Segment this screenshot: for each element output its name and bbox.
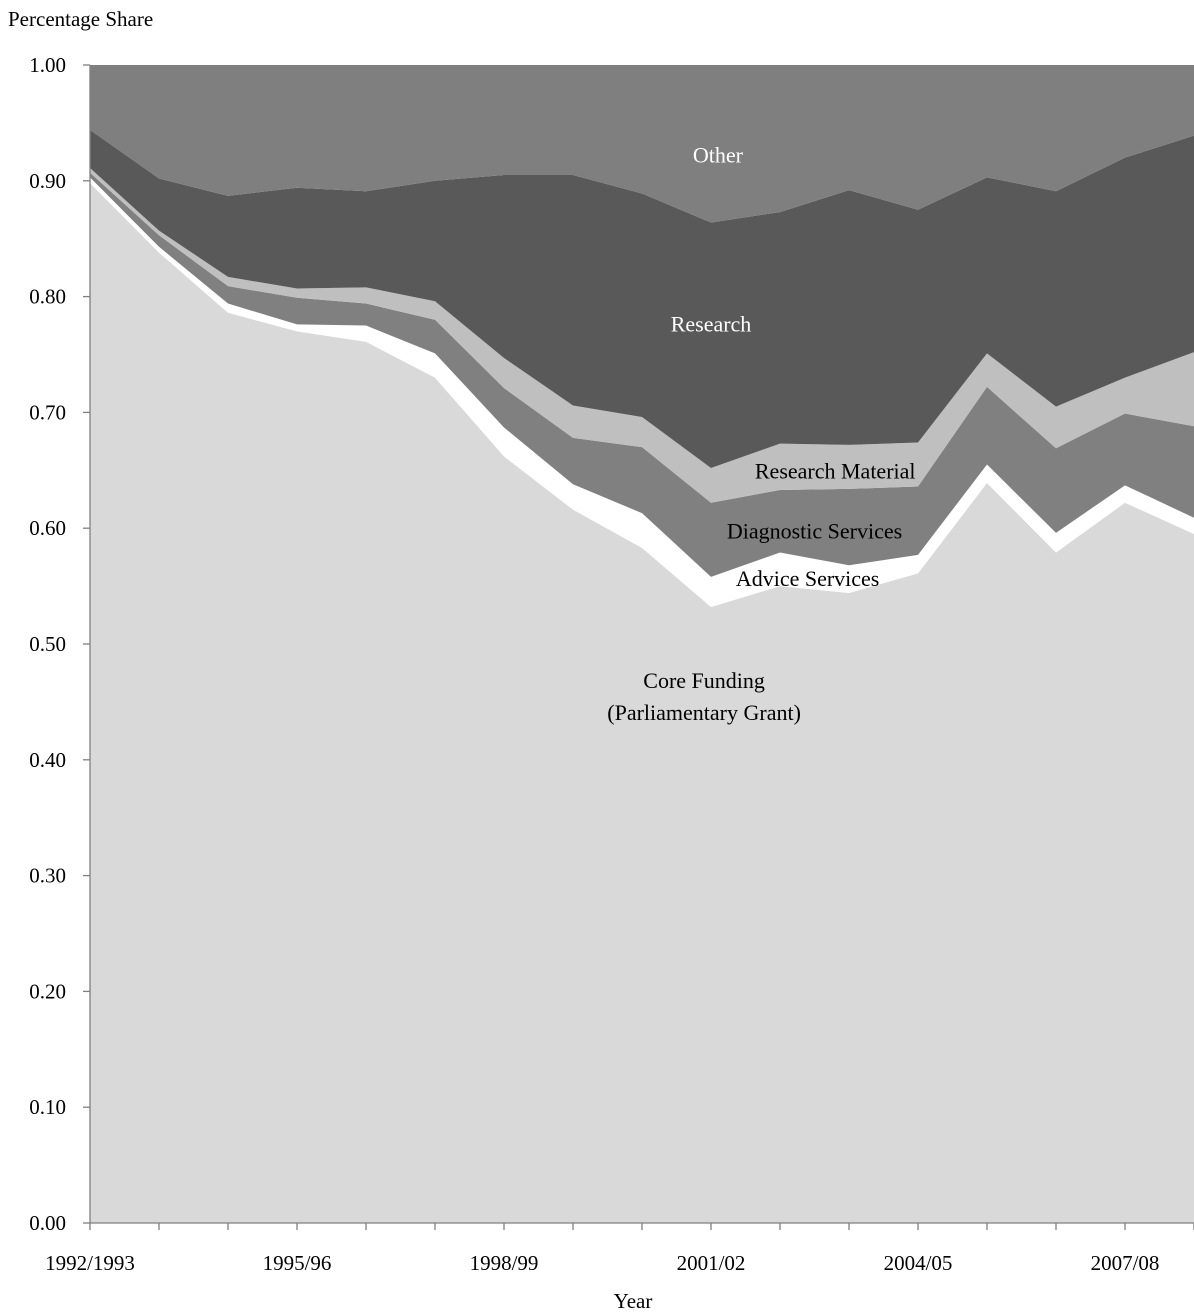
area-research-material xyxy=(90,168,1194,503)
y-tick-label: 0.00 xyxy=(29,1211,66,1235)
x-tick-label: 2001/02 xyxy=(677,1251,746,1275)
y-tick-label: 0.50 xyxy=(29,632,66,656)
label-line: Other xyxy=(693,142,744,167)
y-axis-title: Percentage Share xyxy=(8,7,153,31)
label-other: Other xyxy=(693,142,744,167)
area-advice-services xyxy=(90,177,1194,607)
label-line: (Parliamentary Grant) xyxy=(607,700,801,725)
x-tick-label: 1992/1993 xyxy=(45,1251,135,1275)
label-diagnostic-services: Diagnostic Services xyxy=(727,519,902,544)
x-tick-labels: 1992/1993 1995/96 1998/99 2001/02 2004/05 200… xyxy=(45,1223,1194,1275)
label-line: Core Funding xyxy=(643,668,765,693)
label-line: Diagnostic Services xyxy=(727,519,902,544)
x-tick-label: 2007/08 xyxy=(1091,1251,1160,1275)
label-line: Advice Services xyxy=(736,566,880,591)
label-line: Research Material xyxy=(755,458,916,483)
label-core-funding-parliamentary-grant: Core Funding (Parliamentary Grant) xyxy=(607,668,801,725)
y-tick-label: 0.40 xyxy=(29,748,66,772)
y-tick-label: 0.60 xyxy=(29,516,66,540)
area-diagnostic-services xyxy=(90,172,1194,577)
label-research-material: Research Material xyxy=(755,458,916,483)
y-tick-label: 0.20 xyxy=(29,979,66,1003)
x-tick-label: 2004/05 xyxy=(884,1251,953,1275)
y-tick-label: 0.70 xyxy=(29,400,66,424)
y-tick-labels: 0.00 0.10 0.20 0.30 0.40 0.50 0.60 0.70 0.80 0.90… xyxy=(29,53,90,1235)
area-other xyxy=(90,65,1194,223)
y-tick-label: 0.10 xyxy=(29,1095,66,1119)
series-labels: Core Funding (Parliamentary Grant) Advice … xyxy=(607,142,915,725)
area-research xyxy=(90,129,1194,468)
y-tick-label: 0.80 xyxy=(29,285,66,309)
y-tick-label: 0.30 xyxy=(29,864,66,888)
area-core-funding-parliamentary-grant xyxy=(90,183,1194,1224)
x-tick-label: 1995/96 xyxy=(263,1251,332,1275)
x-axis-title: Year xyxy=(614,1289,653,1313)
label-advice-services: Advice Services xyxy=(736,566,880,591)
area-layers xyxy=(90,65,1194,1224)
label-research: Research xyxy=(671,311,752,336)
x-tick-label: 1998/99 xyxy=(470,1251,539,1275)
y-tick-label: 0.90 xyxy=(29,169,66,193)
y-tick-label: 1.00 xyxy=(29,53,66,77)
label-line: Research xyxy=(671,311,752,336)
